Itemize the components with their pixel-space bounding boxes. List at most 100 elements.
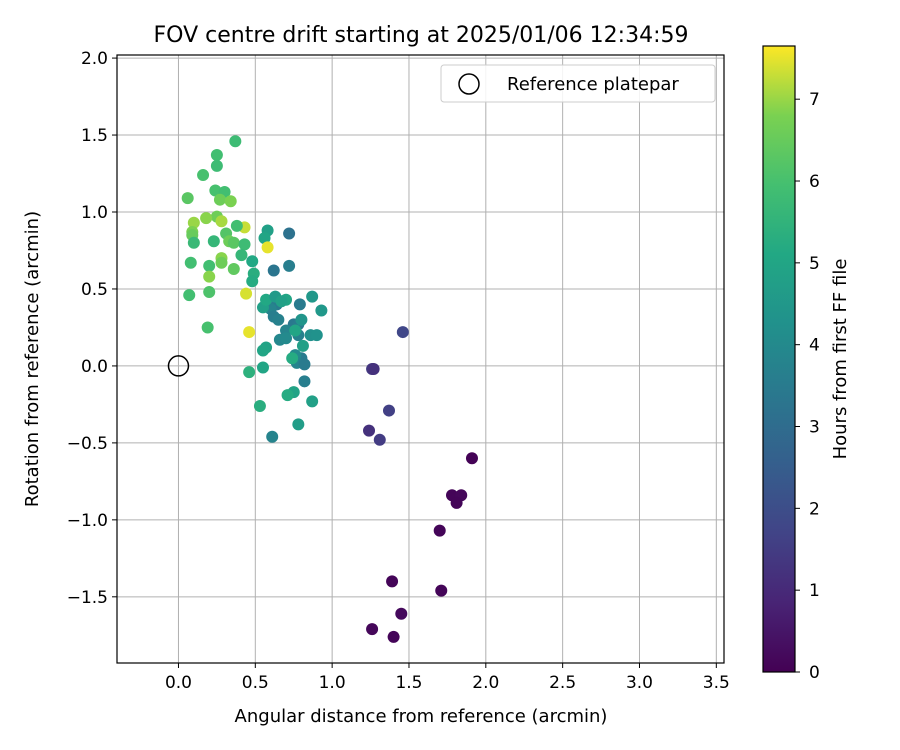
- legend-marker-reference: [458, 73, 480, 95]
- y-tick-label: 2.0: [81, 49, 108, 69]
- data-point: [246, 255, 259, 268]
- data-point: [395, 607, 408, 620]
- data-point: [281, 389, 294, 402]
- data-point: [256, 344, 269, 357]
- data-point: [295, 313, 308, 326]
- data-point: [396, 326, 409, 339]
- x-tick-label: 1.5: [395, 673, 422, 693]
- data-point: [256, 361, 269, 374]
- x-tick-label: 2.0: [472, 673, 499, 693]
- colorbar-tick-label: 6: [809, 172, 820, 192]
- data-point: [238, 238, 251, 251]
- data-point: [243, 326, 256, 339]
- reference-marker: [167, 355, 190, 377]
- data-point: [272, 313, 285, 326]
- x-tick-label: 0.5: [242, 673, 269, 693]
- data-point: [227, 262, 240, 275]
- data-point: [267, 264, 280, 277]
- y-tick-label: 1.5: [81, 126, 108, 146]
- data-point: [306, 395, 319, 408]
- chart-title: FOV centre drift starting at 2025/01/06 …: [154, 23, 689, 48]
- data-point: [433, 524, 446, 537]
- data-point: [240, 287, 253, 300]
- x-tick-label: 3.0: [626, 673, 653, 693]
- data-point: [450, 496, 463, 509]
- data-point: [200, 212, 213, 225]
- colorbar-tick-label: 7: [809, 90, 820, 110]
- data-point: [203, 259, 216, 272]
- data-point: [230, 219, 243, 232]
- data-point: [387, 630, 400, 643]
- data-point: [382, 404, 395, 417]
- data-point: [306, 290, 319, 303]
- grid-lines: [117, 55, 724, 663]
- data-point: [183, 289, 196, 302]
- data-point: [229, 135, 242, 148]
- data-point: [386, 575, 399, 588]
- legend-box: [440, 64, 716, 103]
- data-point: [209, 184, 222, 197]
- data-point: [366, 623, 379, 636]
- data-point: [243, 366, 256, 379]
- data-point: [215, 256, 228, 269]
- data-point: [435, 584, 448, 597]
- data-point: [258, 232, 271, 245]
- x-axis-ticks: 0.0 0.5 1.0 1.5 2.0 2.5 3.0 3.5: [165, 663, 730, 693]
- data-point: [224, 195, 237, 208]
- colorbar-tick-label: 4: [809, 336, 820, 356]
- data-point: [266, 430, 279, 443]
- x-tick-label: 1.0: [319, 673, 346, 693]
- data-point: [197, 169, 210, 182]
- colorbar-tick-label: 0: [809, 663, 820, 683]
- y-axis-label: Rotation from reference (arcmin): [22, 211, 43, 507]
- data-point: [310, 329, 323, 342]
- data-point: [315, 304, 328, 317]
- data-point: [215, 215, 228, 228]
- data-point: [261, 241, 274, 254]
- data-point: [203, 270, 216, 283]
- y-tick-label: −1.5: [67, 588, 108, 608]
- x-tick-label: 0.0: [165, 673, 192, 693]
- colorbar-gradient: [762, 45, 796, 673]
- data-point: [187, 216, 200, 229]
- data-point: [280, 332, 293, 345]
- reference-marker-layer: [167, 355, 190, 377]
- legend-entry-reference: Reference platepar: [507, 74, 679, 95]
- data-point: [465, 452, 478, 465]
- data-point: [367, 363, 380, 376]
- x-tick-label: 3.5: [703, 673, 730, 693]
- data-point: [286, 352, 299, 365]
- data-point: [181, 192, 194, 205]
- data-point: [210, 149, 223, 162]
- data-point: [260, 293, 273, 306]
- y-tick-label: 0.5: [81, 280, 108, 300]
- data-point: [213, 193, 226, 206]
- y-tick-label: −0.5: [67, 434, 108, 454]
- data-point: [184, 256, 197, 269]
- data-point: [283, 227, 296, 240]
- x-tick-label: 2.5: [549, 673, 576, 693]
- data-point: [187, 236, 200, 249]
- y-axis-ticks: −1.5 −1.0 −0.5 0.0 0.5 1.0 1.5 2.0: [67, 49, 117, 608]
- colorbar-ticks: 0 1 2 3 4 5 6 7: [795, 90, 820, 683]
- data-point: [275, 295, 288, 308]
- data-point: [289, 324, 302, 337]
- data-points: [181, 135, 478, 643]
- colorbar-tick-label: 2: [809, 499, 820, 519]
- y-tick-label: 1.0: [81, 203, 108, 223]
- data-point: [253, 399, 266, 412]
- y-tick-label: 0.0: [81, 357, 108, 377]
- data-point: [283, 259, 296, 272]
- colorbar-tick-label: 5: [809, 254, 820, 274]
- data-point: [203, 286, 216, 299]
- data-point: [227, 236, 240, 249]
- colorbar: 0 1 2 3 4 5 6 7 Hours from first FF file: [762, 45, 851, 683]
- data-point: [373, 433, 386, 446]
- data-point: [201, 321, 214, 334]
- data-point: [298, 375, 311, 388]
- colorbar-label: Hours from first FF file: [830, 259, 851, 460]
- data-point: [235, 249, 248, 262]
- colorbar-tick-label: 1: [809, 581, 820, 601]
- colorbar-tick-label: 3: [809, 418, 820, 438]
